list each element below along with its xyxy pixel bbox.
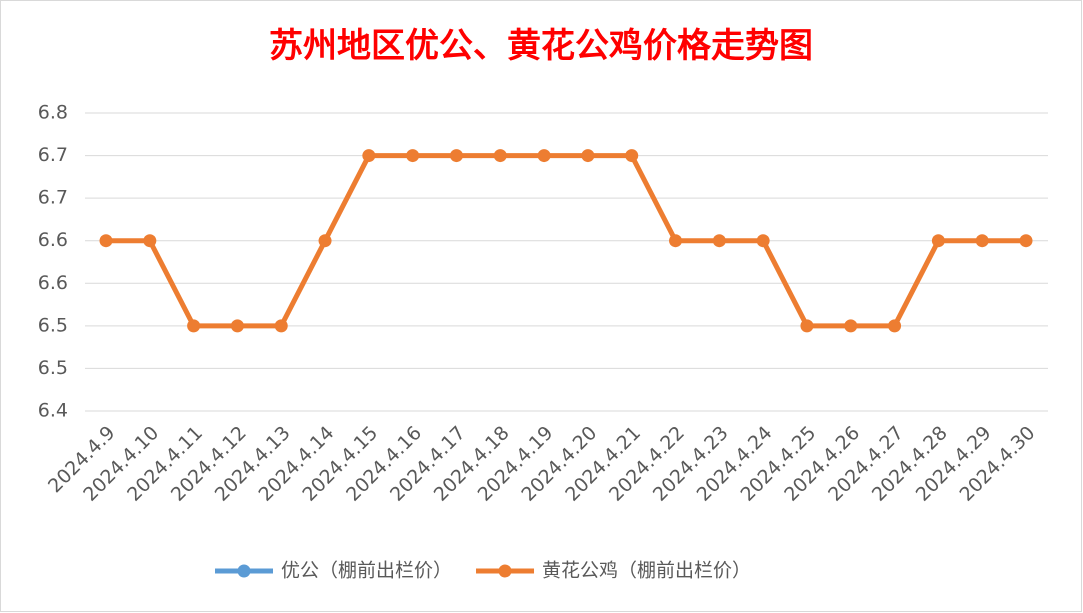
point [143,234,157,248]
point [931,234,945,248]
y-tick-label: 6.5 [38,314,68,336]
point [669,234,683,248]
point [756,234,770,248]
legend-marker [498,564,512,578]
point [537,149,551,163]
point [187,319,201,333]
point [975,234,989,248]
point [449,149,463,163]
legend-label: 优公（棚前出栏价） [281,560,452,582]
series-line [106,153,1026,329]
y-tick-label: 6.6 [38,272,68,294]
point [99,234,113,248]
point [800,319,814,333]
point [844,319,858,333]
y-tick-label: 6.7 [38,144,68,166]
point [230,319,244,333]
y-tick-label: 6.8 [38,102,68,124]
chart-title: 苏州地区优公、黄花公鸡价格走势图 [269,26,813,66]
legend-marker [237,564,251,578]
point [318,234,332,248]
point [581,149,595,163]
point [274,319,288,333]
point [625,149,639,163]
y-tick-label: 6.6 [38,229,68,251]
point [888,319,902,333]
y-tick-label: 6.4 [38,400,68,422]
point [1019,234,1033,248]
legend-label: 黄花公鸡（棚前出栏价） [542,560,751,582]
y-tick-label: 6.5 [38,357,68,379]
point [406,149,420,163]
point [493,149,507,163]
point [362,149,376,163]
y-tick-label: 6.7 [38,187,68,209]
point [712,234,726,248]
